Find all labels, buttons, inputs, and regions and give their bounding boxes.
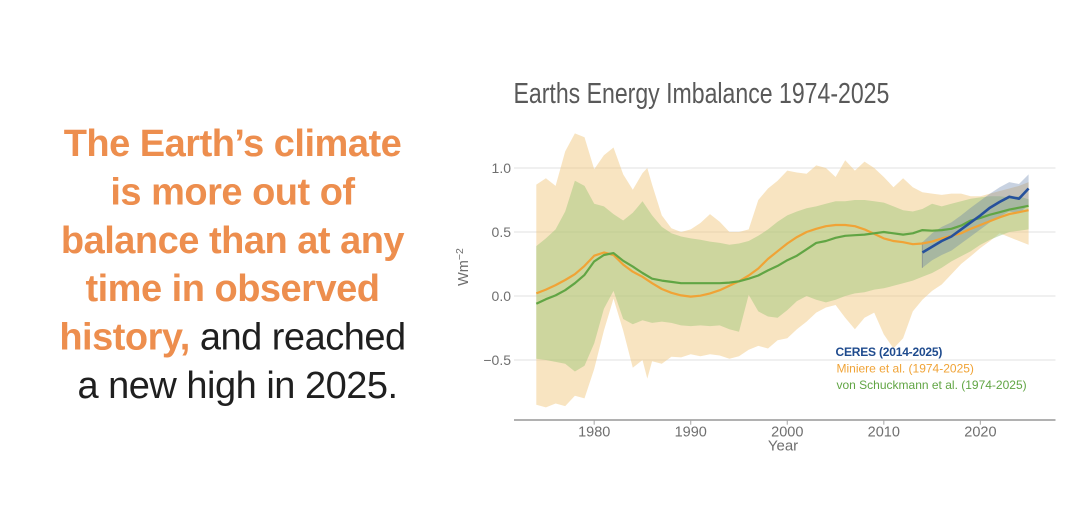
svg-text:1.0: 1.0 [492, 160, 512, 176]
svg-text:1990: 1990 [675, 424, 707, 440]
svg-text:0.0: 0.0 [492, 288, 512, 304]
svg-text:Earths Energy Imbalance 1974-2: Earths Energy Imbalance 1974-2025 [514, 79, 890, 110]
svg-text:0.5: 0.5 [492, 224, 512, 240]
svg-text:−0.5: −0.5 [483, 352, 511, 368]
svg-text:2000: 2000 [771, 424, 803, 440]
svg-text:2010: 2010 [868, 424, 900, 440]
svg-text:CERES (2014-2025): CERES (2014-2025) [836, 345, 943, 359]
svg-text:The Earth’s climate is more ou: The Earth’s climate is more out of balan… [59, 123, 415, 407]
svg-text:1980: 1980 [578, 424, 610, 440]
svg-text:Wm−2: Wm−2 [454, 248, 472, 286]
svg-text:Year: Year [768, 438, 798, 455]
svg-text:2020: 2020 [964, 424, 996, 440]
svg-text:von Schuckmann et al. (1974-20: von Schuckmann et al. (1974-2025) [837, 378, 1027, 392]
svg-text:Miniere et al. (1974-2025): Miniere et al. (1974-2025) [837, 362, 974, 376]
